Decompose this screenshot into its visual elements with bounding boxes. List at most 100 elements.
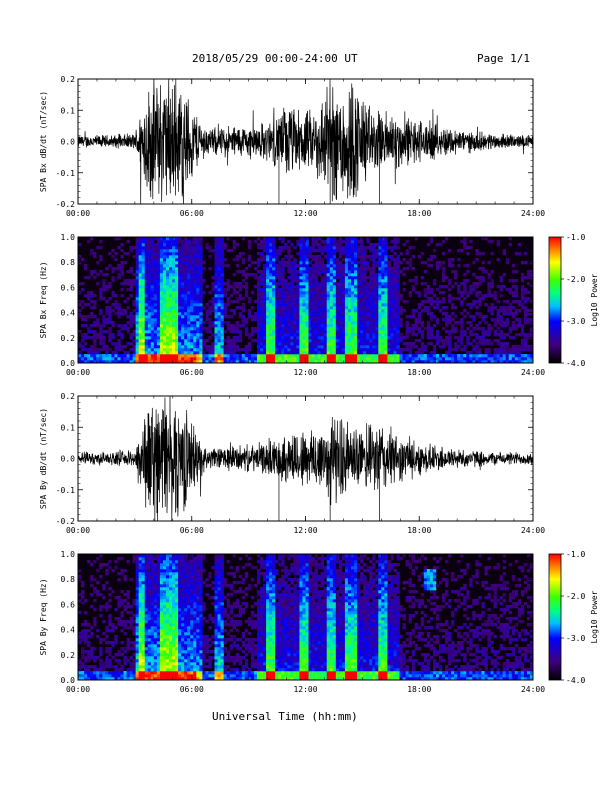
spectrogram-cell [378,357,382,361]
spectrogram-cell [184,252,188,256]
spectrogram-cell [408,246,412,250]
spectrogram-cell [123,345,127,349]
spectrogram-cell [260,303,264,307]
spectrogram-cell [442,354,446,358]
spectrogram-cell [363,273,367,277]
spectrogram-cell [266,351,270,355]
spectrogram-cell [232,288,237,292]
spectrogram-cell [347,348,352,352]
spectrogram-cell [226,336,230,340]
spectrogram-cell [129,294,133,298]
spectrogram-cell [351,345,355,349]
spectrogram-cell [478,291,482,295]
spectrogram-cell [187,315,191,319]
spectrogram-cell [105,656,109,660]
spectrogram-cell [387,255,391,259]
spectrogram-cell [344,249,349,253]
spectrogram-cell [150,330,155,334]
spectrogram-cell [366,300,370,304]
spectrogram-cell [387,285,391,289]
spectrogram-cell [429,360,434,364]
spectrogram-cell [165,345,170,349]
spectrogram-cell [114,668,118,672]
spectrogram-cell [399,297,403,301]
spectrogram-cell [138,339,142,343]
spectrogram-cell [162,357,167,361]
spectrogram-cell [302,240,306,244]
y-tick-label: 0.2 [61,75,76,84]
spectrogram-cell [432,354,437,358]
spectrogram-cell [426,297,431,301]
spectrogram-cell [187,252,191,256]
spectrogram-cell [481,342,485,346]
spectrogram-cell [478,312,482,316]
spectrogram-cell [511,348,516,352]
spectrogram-cell [502,357,506,361]
spectrogram-cell [320,249,324,253]
spectrogram-cell [299,327,303,331]
spectrogram-cell [329,264,334,268]
spectrogram-cell [220,261,224,265]
spectrogram-cell [344,345,349,349]
spectrogram-cell [381,288,385,292]
spectrogram-cell [429,336,434,340]
spectrogram-cell [84,354,88,358]
spectrogram-cell [184,321,188,325]
spectrogram-cell [150,279,155,283]
spectrogram-cell [381,354,385,358]
spectrogram-cell [269,279,273,283]
spectrogram-cell [165,354,170,358]
spectrogram-cell [332,264,337,268]
spectrogram-cell [526,360,531,364]
spectrogram-cell [396,300,400,304]
spectrogram-cell [378,273,382,277]
spectrogram-cell [514,357,519,361]
spectrogram-cell [135,357,139,361]
spectrogram-cell [429,330,434,334]
spectrogram-cell [393,351,397,355]
spectrogram-cell [90,291,94,295]
spectrogram-cell [451,318,455,322]
spectrogram-cell [514,333,519,337]
spectrogram-cell [78,243,82,247]
spectrogram-cell [438,261,443,265]
spectrogram-cell [302,348,306,352]
spectrogram-cell [423,327,428,331]
spectrogram-cell [132,333,136,337]
spectrogram-cell [263,321,267,325]
spectrogram-cell [272,249,276,253]
spectrogram-cell [290,288,294,292]
spectrogram-cell [247,309,252,313]
spectrogram-cell [426,336,431,340]
spectrogram-cell [226,264,230,268]
spectrogram-cell [290,264,294,268]
x-axis-title: Universal Time (hh:mm) [212,710,358,723]
spectrogram-cell [81,318,85,322]
spectrogram-cell [484,339,488,343]
spectrogram-cell [320,285,324,289]
spectrogram-cell [147,306,152,310]
spectrogram-cell [341,336,346,340]
spectrogram-cell [438,345,443,349]
spectrogram-cell [214,273,218,277]
spectrogram-cell [117,557,121,561]
spectrogram-cell [296,345,300,349]
spectrogram-cell [275,339,279,343]
spectrogram-cell [305,285,309,289]
spectrogram-cell [165,333,170,337]
spectrogram-cell [475,348,479,352]
spectrogram-cell [381,351,385,355]
spectrogram-cell [366,246,370,250]
spectrogram-cell [341,276,346,280]
spectrogram-cell [293,330,297,334]
spectrogram-cell [78,671,82,675]
spectrogram-cell [190,282,194,286]
spectrogram-cell [442,267,446,271]
spectrogram-cell [317,267,321,271]
spectrogram-cell [165,360,170,364]
spectrogram-cell [323,342,328,346]
spectrogram-cell [287,276,291,280]
spectrogram-cell [314,282,318,286]
spectrogram-cell [399,324,403,328]
spectrogram-cell [463,345,467,349]
